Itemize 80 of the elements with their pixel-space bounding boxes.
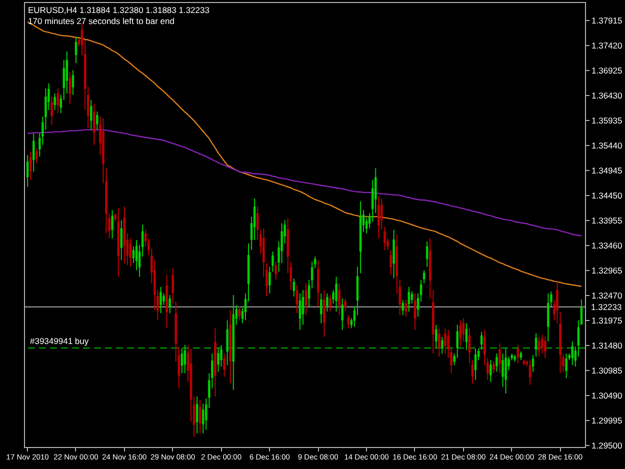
candlestick (223, 353, 226, 378)
candlestick (492, 361, 495, 374)
candlestick (471, 360, 474, 384)
candlestick (444, 328, 446, 354)
candlestick (498, 342, 501, 374)
candlestick (96, 111, 98, 130)
candlestick (90, 99, 92, 130)
candlestick (162, 292, 165, 306)
candlestick (274, 261, 277, 280)
y-tick-label: 1.34945 (592, 165, 622, 176)
y-tick-label: 1.37915 (592, 15, 622, 26)
candlestick (56, 88, 59, 114)
y-tick-label: 1.31480 (592, 340, 622, 350)
candlestick (384, 226, 386, 251)
y-tick-label: 1.37420 (592, 40, 622, 50)
y-tick-label: 1.36430 (592, 90, 622, 100)
candlestick (565, 353, 568, 379)
candlestick (547, 292, 550, 342)
candlestick (220, 344, 222, 368)
candlestick (441, 336, 444, 354)
candlestick (111, 210, 114, 239)
candlestick (378, 196, 380, 239)
candlestick (528, 360, 532, 386)
candlestick (160, 286, 162, 314)
candlestick (323, 289, 326, 338)
candlestick (335, 276, 338, 312)
ref-line-label: 1.32233 (591, 302, 622, 312)
candlestick (316, 260, 320, 308)
candlestick (459, 320, 462, 347)
candlestick (338, 282, 340, 316)
candlestick (347, 314, 350, 329)
y-tick-label: 1.35440 (592, 140, 622, 150)
candlestick (344, 298, 346, 312)
candlestick (502, 353, 504, 388)
candlestick (198, 400, 202, 434)
y-tick-label: 1.34450 (592, 190, 622, 200)
candlestick (226, 320, 228, 366)
candlestick (72, 70, 74, 96)
y-tick-label: 1.35935 (592, 115, 622, 126)
candlestick (504, 348, 507, 394)
candlestick (571, 340, 574, 366)
y-tick-label: 1.31975 (592, 315, 622, 326)
candlestick (516, 344, 520, 364)
candlestick (50, 96, 53, 126)
y-tick-label: 1.30490 (592, 390, 622, 400)
candlestick (456, 324, 458, 359)
text: 170 minutes 27 seconds left to bar end (28, 16, 175, 26)
candlestick (26, 154, 29, 188)
candlestick (556, 281, 558, 324)
candlestick (422, 270, 426, 284)
y-tick-label: 1.36925 (592, 65, 622, 76)
candlestick (402, 300, 404, 316)
candlestick (36, 148, 38, 164)
ref-line-label: #39349941 buy (30, 336, 90, 346)
y-tick-label: 1.33955 (592, 215, 622, 226)
y-tick-label: 1.33460 (592, 240, 622, 250)
candlestick (168, 294, 171, 314)
y-tick-label: 1.32470 (592, 290, 622, 300)
candlestick (329, 294, 332, 312)
candlestick (438, 328, 440, 358)
candlestick (120, 220, 123, 261)
y-tick-label: 1.29995 (592, 415, 622, 426)
y-tick-label: 1.29500 (592, 440, 622, 450)
candlestick (544, 336, 546, 359)
candlestick (272, 251, 274, 272)
candlestick (435, 324, 438, 350)
candlestick (341, 298, 344, 330)
y-tick-label: 1.30985 (592, 365, 622, 376)
candlestick (217, 348, 220, 372)
candlestick (326, 292, 328, 312)
y-tick-label: 1.32965 (592, 265, 622, 276)
candlestick (320, 292, 322, 324)
candlestick (496, 353, 498, 372)
candlestick (490, 360, 492, 382)
chart-title: EURUSD,H4 1.31884 1.32380 1.31883 1.32233 (28, 5, 210, 15)
candlestick (172, 268, 174, 304)
candlestick (390, 250, 392, 276)
candlestick (268, 266, 271, 294)
candlestick (93, 103, 96, 146)
candlestick (54, 92, 56, 111)
